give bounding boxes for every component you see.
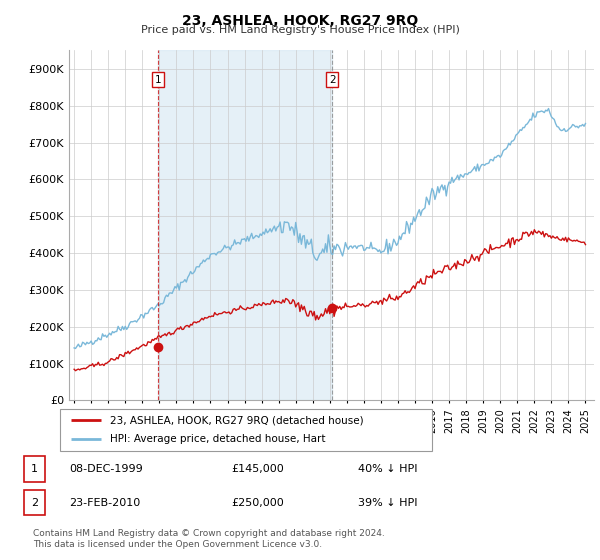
Text: 23-FEB-2010: 23-FEB-2010 [70,497,141,507]
FancyBboxPatch shape [60,409,432,451]
Bar [158,50,332,400]
FancyBboxPatch shape [23,489,46,515]
Text: 40% ↓ HPI: 40% ↓ HPI [358,464,417,474]
Text: 23, ASHLEA, HOOK, RG27 9RQ (detached house): 23, ASHLEA, HOOK, RG27 9RQ (detached hou… [110,415,364,425]
FancyBboxPatch shape [23,456,46,482]
Text: 39% ↓ HPI: 39% ↓ HPI [358,497,417,507]
Text: £145,000: £145,000 [231,464,284,474]
Text: Contains HM Land Registry data © Crown copyright and database right 2024.
This d: Contains HM Land Registry data © Crown c… [33,529,385,549]
Text: £250,000: £250,000 [231,497,284,507]
Text: Price paid vs. HM Land Registry's House Price Index (HPI): Price paid vs. HM Land Registry's House … [140,25,460,35]
Text: HPI: Average price, detached house, Hart: HPI: Average price, detached house, Hart [110,435,326,445]
Text: 23, ASHLEA, HOOK, RG27 9RQ: 23, ASHLEA, HOOK, RG27 9RQ [182,14,418,28]
Text: 2: 2 [31,497,38,507]
Text: 08-DEC-1999: 08-DEC-1999 [70,464,143,474]
Text: 1: 1 [31,464,38,474]
Text: 2: 2 [329,75,335,85]
Text: 1: 1 [155,75,161,85]
